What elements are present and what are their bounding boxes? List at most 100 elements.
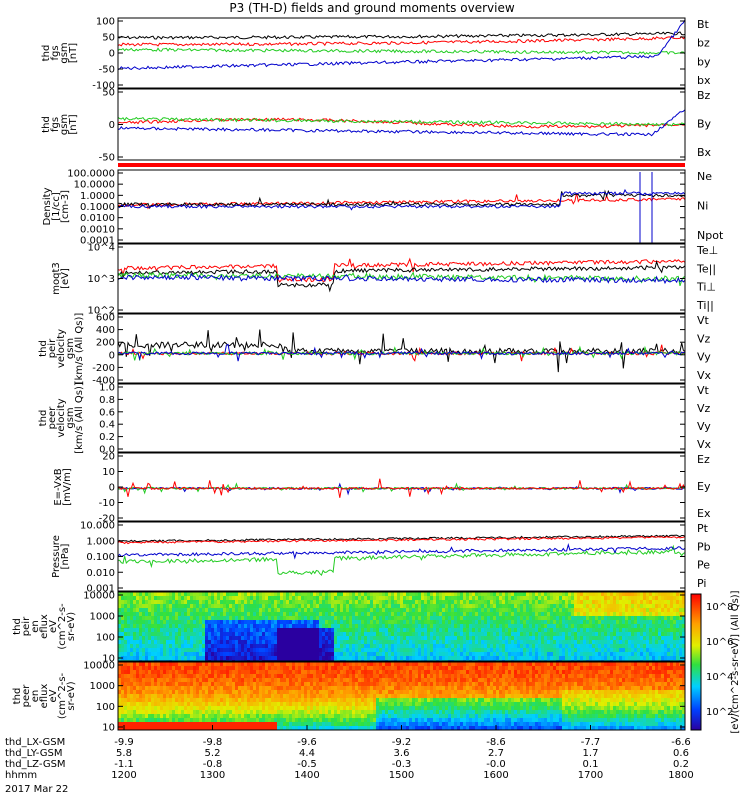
spectrogram-cell — [238, 640, 242, 645]
spectrogram-cell — [340, 604, 344, 609]
spectrogram-cell — [367, 624, 371, 629]
spectrogram-cell — [319, 678, 323, 683]
spectrogram-cell — [283, 666, 287, 671]
spectrogram-cell — [562, 656, 566, 661]
spectrogram-cell — [655, 644, 659, 649]
spectrogram-cell — [409, 636, 413, 641]
spectrogram-cell — [223, 666, 227, 671]
spectrogram-cell — [676, 592, 680, 597]
spectrogram-cell — [334, 608, 338, 613]
spectrogram-cell — [178, 702, 182, 707]
ytick-label: 0.6 — [99, 407, 115, 418]
spectrogram-cell — [202, 616, 206, 621]
spectrogram-cell — [388, 656, 392, 661]
spectrogram-cell — [298, 604, 302, 609]
spectrogram-cell — [238, 670, 242, 675]
spectrogram-cell — [340, 702, 344, 707]
spectrogram-cell — [463, 604, 467, 609]
spectrogram-cell — [643, 636, 647, 641]
spectrogram-cell — [181, 648, 185, 653]
spectrogram-cell — [337, 624, 341, 629]
spectrogram-cell — [322, 632, 326, 637]
spectrogram-cell — [196, 628, 200, 633]
spectrogram-cell — [652, 656, 656, 661]
spectrogram-cell — [574, 632, 578, 637]
spectrogram-cell — [217, 714, 221, 719]
spectrogram-cell — [415, 612, 419, 617]
spectrogram-cell — [496, 604, 500, 609]
spectrogram-cell — [172, 652, 176, 657]
spectrogram-cell — [166, 600, 170, 605]
spectrogram-cell — [625, 596, 629, 601]
spectrogram-cell — [283, 652, 287, 657]
legend-vx: Vx — [697, 369, 712, 382]
spectrogram-cell — [586, 604, 590, 609]
spectrogram-cell — [310, 592, 314, 597]
spectrogram-cell — [544, 604, 548, 609]
spectrogram-cell — [247, 666, 251, 671]
spectrogram-cell — [208, 592, 212, 597]
spectrogram-cell — [295, 628, 299, 633]
spectrogram-cell — [169, 690, 173, 695]
spectrogram-cell — [472, 652, 476, 657]
spectrogram-cell — [334, 702, 338, 707]
spectrogram-cell — [661, 596, 665, 601]
spectrogram-cell — [181, 604, 185, 609]
spectrogram-cell — [163, 682, 167, 687]
spectrogram-cell — [358, 636, 362, 641]
spectrogram-cell — [508, 640, 512, 645]
spectrogram-cell — [343, 714, 347, 719]
spectrogram-cell — [130, 674, 134, 679]
spectrogram-cell — [280, 702, 284, 707]
spectrogram-cell — [481, 612, 485, 617]
spectrogram-cell — [364, 596, 368, 601]
spectrogram-cell — [199, 644, 203, 649]
spectrogram-cell — [118, 682, 122, 687]
spectrogram-cell — [139, 600, 143, 605]
spectrogram-cell — [313, 612, 317, 617]
spectrogram-cell — [646, 636, 650, 641]
spectrogram-cell — [130, 706, 134, 711]
spectrogram-cell — [526, 600, 530, 605]
spectrogram-cell — [466, 604, 470, 609]
spectrogram-cell — [322, 652, 326, 657]
spectrogram-cell — [184, 718, 188, 723]
spectrogram-cell — [274, 616, 278, 621]
spectrogram-cell — [157, 640, 161, 645]
spectrogram-cell — [361, 604, 365, 609]
spectrogram-cell — [544, 612, 548, 617]
ylabel-line: gsm — [65, 338, 76, 359]
spectrogram-cell — [625, 652, 629, 657]
spectrogram-cell — [307, 604, 311, 609]
spectrogram-cell — [346, 632, 350, 637]
spectrogram-cell — [556, 628, 560, 633]
spectrogram-cell — [529, 604, 533, 609]
spectrogram-cell — [364, 628, 368, 633]
spectrogram-cell — [268, 678, 272, 683]
spectrogram-cell — [307, 726, 311, 731]
spectrogram-cell — [211, 648, 215, 653]
spectrogram-cell — [256, 596, 260, 601]
spectrogram-cell — [505, 608, 509, 613]
spectrogram-cell — [139, 616, 143, 621]
spectrogram-cell — [148, 604, 152, 609]
spectrogram-cell — [133, 648, 137, 653]
spectrogram-cell — [244, 620, 248, 625]
spectrogram-cell — [499, 604, 503, 609]
spectrogram-cell — [337, 714, 341, 719]
spectrogram-cell — [283, 612, 287, 617]
spectrogram-cell — [667, 652, 671, 657]
spectrogram-cell — [127, 628, 131, 633]
spectrogram-cell — [412, 656, 416, 661]
spectrogram-cell — [313, 648, 317, 653]
spectrogram-cell — [307, 628, 311, 633]
spectrogram-cell — [355, 662, 359, 667]
spectrogram-cell — [499, 656, 503, 661]
spectrogram-cell — [304, 678, 308, 683]
spectrogram-cell — [121, 600, 125, 605]
spectrogram-cell — [451, 652, 455, 657]
spectrogram-cell — [220, 678, 224, 683]
spectrogram-cell — [664, 608, 668, 613]
spectrogram-cell — [184, 682, 188, 687]
spectrogram-cell — [157, 648, 161, 653]
